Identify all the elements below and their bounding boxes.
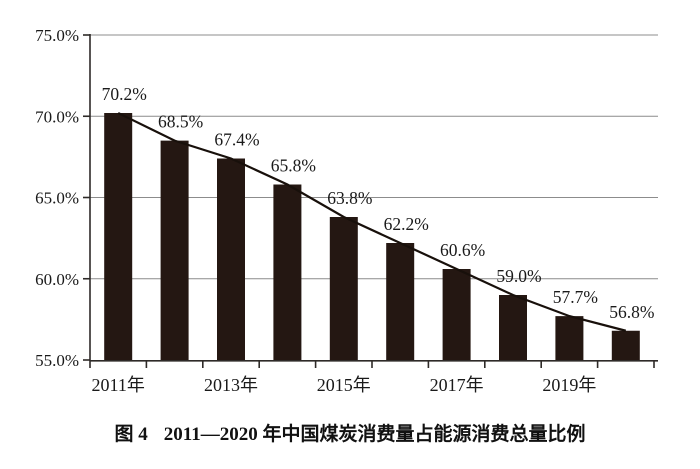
bar-2015	[329, 217, 358, 360]
x-tick-label-2015年: 2015年	[317, 375, 371, 395]
y-tick-label: 55.0%	[35, 351, 79, 370]
data-label-2014: 65.8%	[271, 156, 316, 176]
bar-2017	[442, 269, 471, 360]
data-label-2016: 62.2%	[384, 214, 429, 234]
bar-2018	[499, 295, 527, 360]
data-label-2019: 57.7%	[553, 287, 598, 307]
y-tick-label: 65.0%	[35, 189, 79, 208]
y-tick-label: 60.0%	[35, 270, 79, 289]
data-label-2018: 59.0%	[496, 266, 541, 286]
y-tick-label: 75.0%	[35, 26, 79, 45]
bar-2020	[611, 330, 640, 360]
bar-2012	[160, 140, 189, 360]
trend-line	[117, 112, 627, 332]
x-tick-label-2013年: 2013年	[204, 375, 258, 395]
x-tick-label-2011年: 2011年	[92, 375, 145, 395]
data-label-2017: 60.6%	[440, 240, 485, 260]
y-tick-label: 70.0%	[35, 107, 79, 126]
figure-caption-title: 2011—2020 年中国煤炭消费量占能源消费总量比例	[163, 424, 586, 445]
bar-2011	[104, 113, 133, 360]
x-tick-label-2019年: 2019年	[542, 375, 596, 395]
bar-chart-canvas: 55.0% 60.0% 65.0% 70.0% 75.0% 70.2% 68.5% 67.4%…	[35, 26, 658, 395]
data-label-2013: 67.4%	[214, 130, 259, 150]
data-label-2012: 68.5%	[158, 112, 203, 132]
figure-caption: 图 4 2011—2020 年中国煤炭消费量占能源消费总量比例	[0, 419, 700, 446]
data-label-2011: 70.2%	[102, 84, 147, 104]
bar-2014	[273, 184, 302, 360]
bar-2019	[555, 316, 584, 360]
bar-2016	[386, 243, 415, 360]
figure-caption-label: 图 4	[114, 424, 148, 445]
data-label-2015: 63.8%	[327, 188, 372, 208]
x-tick-label-2017年: 2017年	[430, 375, 484, 395]
data-label-2020: 56.8%	[609, 302, 654, 322]
bar-2013	[217, 158, 245, 360]
